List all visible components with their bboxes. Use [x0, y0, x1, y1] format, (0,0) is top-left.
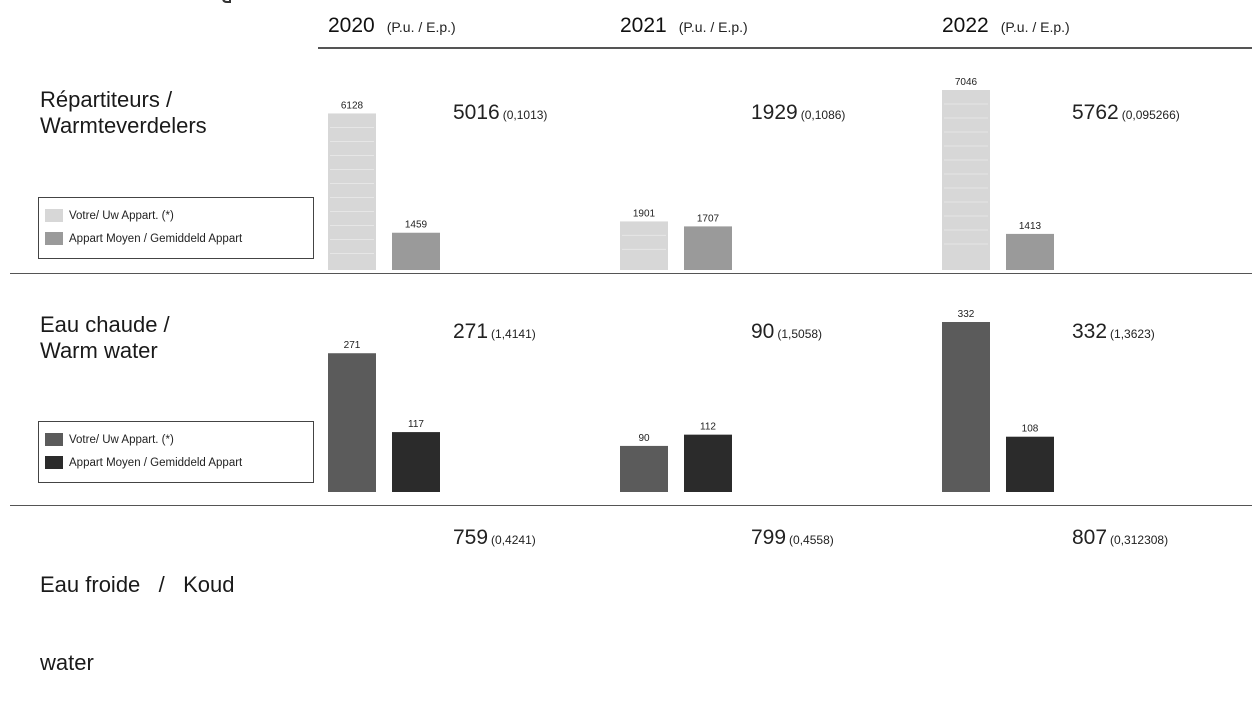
bar-heat-2020-average: [392, 232, 440, 270]
legend-label: Votre/ Uw Appart. (*): [69, 209, 174, 222]
legend-item-apartment: Votre/ Uw Appart. (*): [45, 433, 174, 446]
clipped-heading-fragment: [222, 0, 231, 3]
legend-label: Appart Moyen / Gemiddeld Appart: [69, 232, 243, 245]
legend-item-average: Appart Moyen / Gemiddeld Appart: [45, 232, 242, 245]
data-label-hot-water-2022-average: 108: [1022, 424, 1039, 435]
bar-hot-water-2020-apartment: [328, 353, 376, 492]
total-coefficient: (1,5058): [777, 327, 823, 341]
legend-heat: Votre/ Uw Appart. (*) Appart Moyen / Gem…: [38, 197, 314, 259]
total-hot-water-2022: 332 (1,3623): [1072, 320, 1155, 344]
bar-heat-2020-apartment: [328, 113, 376, 271]
data-label-hot-water-2020-apartment: 271: [344, 340, 361, 351]
legend-swatch: [45, 433, 63, 446]
unit-label: (P.u. / E.p.): [678, 19, 748, 35]
bar-hot-water-2021-apartment: [620, 445, 668, 492]
bar-charts: 6128 1901 7046 1459 1707 1413 271 90 332 117 112 10…: [328, 77, 1054, 492]
legend-hot-water: Votre/ Uw Appart. (*) Appart Moyen / Gem…: [38, 421, 314, 483]
legend-swatch: [45, 209, 63, 222]
data-label-hot-water-2020-average: 117: [408, 419, 424, 430]
data-label-heat-2021-average: 1707: [697, 213, 720, 224]
bar-heat-2022-apartment: [942, 90, 990, 270]
data-label-heat-2020-average: 1459: [405, 220, 428, 231]
data-label-heat-2021-apartment: 1901: [633, 208, 656, 219]
legend-swatch: [45, 456, 63, 469]
total-coefficient: (0,1013): [502, 108, 548, 122]
legend-swatch: [45, 232, 63, 245]
row-label-line: Eau chaude /: [40, 312, 170, 337]
bar-heat-2021-apartment: [620, 221, 668, 270]
unit-label: (P.u. / E.p.): [1000, 19, 1070, 35]
row-label-line: Warmteverdelers: [40, 113, 207, 138]
total-coefficient: (1,4141): [491, 327, 536, 341]
row-label-line: water: [40, 650, 94, 675]
bar-heat-2022-average: [1006, 233, 1054, 270]
year-header-2020: 2020 (P.u. / E.p.): [328, 14, 456, 38]
year-label: 2021: [620, 14, 667, 37]
total-coefficient: (0,4558): [789, 533, 834, 547]
unit-label: (P.u. / E.p.): [386, 19, 456, 35]
row-label-line: Eau froide / Koud: [40, 572, 235, 597]
total-coefficient: (0,095266): [1121, 108, 1180, 122]
bar-hot-water-2022-apartment: [942, 322, 990, 492]
row-label-hot-water: Eau chaude / Warm water: [40, 312, 170, 364]
year-header-2021: 2021 (P.u. / E.p.): [620, 14, 748, 38]
total-value: 5016: [453, 101, 500, 124]
total-value: 759: [453, 526, 489, 549]
legend-item-apartment: Votre/ Uw Appart. (*): [45, 209, 174, 222]
total-value: 5762: [1072, 101, 1119, 124]
total-cold-water-2021: 799 (0,4558): [751, 526, 834, 550]
data-label-hot-water-2021-apartment: 90: [638, 433, 650, 444]
data-label-heat-2022-average: 1413: [1019, 221, 1042, 232]
total-coefficient: (0,1086): [800, 108, 846, 122]
year-header-2022: 2022 (P.u. / E.p.): [942, 14, 1070, 38]
total-value: 799: [751, 526, 787, 549]
row-label-heat-cost-allocators: Répartiteurs / Warmteverdelers: [40, 87, 207, 139]
row-label-line: Répartiteurs /: [40, 87, 173, 112]
total-value: 271: [453, 320, 489, 343]
total-coefficient: (0,4241): [491, 533, 536, 547]
legend-label: Votre/ Uw Appart. (*): [69, 433, 174, 446]
total-value: 90: [751, 320, 775, 343]
bar-heat-2021-average: [684, 226, 732, 270]
data-label-heat-2022-apartment: 7046: [955, 77, 978, 88]
bar-hot-water-2020-average: [392, 432, 440, 492]
total-value: 807: [1072, 526, 1108, 549]
section-divider-heat: [10, 273, 1252, 274]
total-heat-2021: 1929 (0,1086): [751, 101, 845, 125]
total-value: 332: [1072, 320, 1108, 343]
total-coefficient: (1,3623): [1110, 327, 1155, 341]
year-label: 2020: [328, 14, 375, 37]
data-label-hot-water-2021-average: 112: [700, 422, 716, 433]
data-label-heat-2020-apartment: 6128: [341, 100, 364, 111]
total-coefficient: (0,312308): [1110, 533, 1169, 547]
total-hot-water-2021: 90 (1,5058): [751, 320, 822, 344]
legend-label: Appart Moyen / Gemiddeld Appart: [69, 456, 243, 469]
bar-hot-water-2022-average: [1006, 436, 1054, 492]
total-hot-water-2020: 271 (1,4141): [453, 320, 536, 344]
bar-hot-water-2021-average: [684, 434, 732, 492]
total-value: 1929: [751, 101, 798, 124]
total-cold-water-2020: 759 (0,4241): [453, 526, 536, 550]
header-rule: [318, 47, 1252, 49]
legend-item-average: Appart Moyen / Gemiddeld Appart: [45, 456, 242, 469]
total-heat-2022: 5762 (0,095266): [1072, 101, 1180, 125]
data-label-hot-water-2022-apartment: 332: [958, 309, 975, 320]
total-cold-water-2022: 807 (0,312308): [1072, 526, 1168, 550]
year-label: 2022: [942, 14, 989, 37]
row-label-line: Warm water: [40, 338, 158, 363]
section-divider-hot-water: [10, 505, 1252, 506]
total-heat-2020: 5016 (0,1013): [453, 101, 547, 125]
